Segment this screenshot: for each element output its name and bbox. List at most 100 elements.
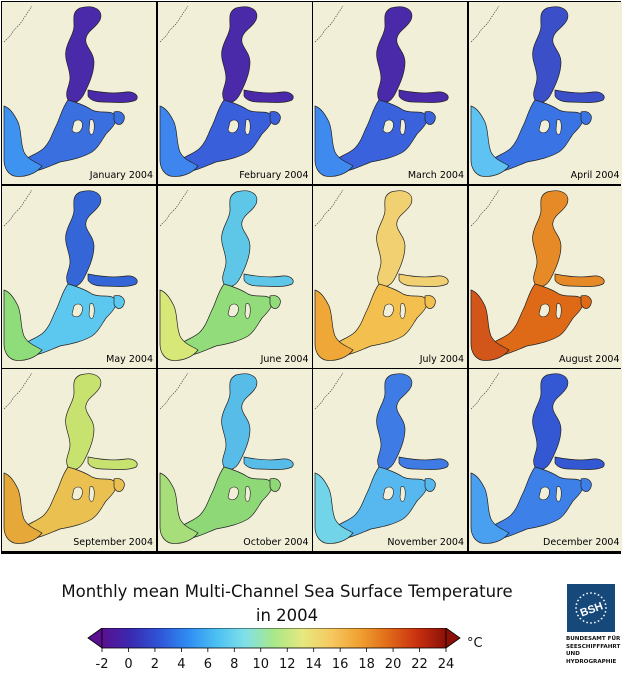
sea-temperature-map	[157, 2, 312, 184]
bsh-logo-mark: BSH	[579, 600, 605, 619]
figure-title: Monthly mean Multi-Channel Sea Surface T…	[0, 580, 574, 628]
colorbar-tick-label: 12	[279, 657, 296, 672]
gulf-of-finland	[87, 89, 138, 103]
logo-line-2: SEESCHIFFFAHRT	[566, 643, 621, 650]
coastline	[159, 372, 188, 410]
colorbar-tick-label: 6	[204, 657, 212, 672]
map-panel: April 2004	[468, 2, 622, 184]
island	[382, 303, 394, 317]
logo-line-3: UND	[566, 651, 580, 658]
colorbar-tick-label: 20	[385, 657, 402, 672]
colorbar-tick-label: 14	[305, 657, 322, 672]
kattegat-and-belts	[159, 289, 199, 361]
map-panel: November 2004	[313, 369, 467, 551]
island	[227, 119, 239, 134]
coastline	[314, 5, 344, 43]
colorbar-unit-label: °C	[467, 636, 483, 651]
baltic-proper	[20, 283, 117, 357]
island	[88, 119, 95, 135]
colorbar-tick-label: 22	[411, 657, 428, 672]
logo-line-4: HYDROGRAPHIE	[566, 658, 617, 665]
gulf-of-riga	[113, 478, 125, 492]
coastline	[3, 5, 33, 43]
kattegat-and-belts	[314, 472, 354, 544]
baltic-proper	[20, 466, 117, 540]
sea-temperature-map	[313, 185, 467, 368]
kattegat-and-belts	[470, 105, 510, 177]
bsh-logo: BSH	[567, 584, 615, 632]
colorbar-under-arrow	[87, 628, 103, 649]
colorbar-tick-label: 16	[332, 657, 349, 672]
gulf-of-riga	[580, 111, 592, 125]
kattegat-and-belts	[3, 105, 43, 177]
gulf-of-riga	[113, 294, 125, 309]
colorbar-over-arrow	[445, 628, 461, 649]
coastline	[470, 372, 499, 410]
panel-month-label: August 2004	[559, 353, 620, 365]
kattegat-and-belts	[159, 105, 199, 177]
sea-temperature-map	[468, 185, 622, 368]
gulf-of-finland	[554, 456, 605, 470]
sea-temperature-map	[2, 185, 156, 368]
title-line-1: Monthly mean Multi-Channel Sea Surface T…	[61, 582, 513, 601]
gulf-of-riga	[269, 294, 281, 309]
colorbar-gradient-bar	[101, 628, 447, 649]
map-panel: March 2004	[313, 2, 467, 184]
coastline	[159, 189, 188, 226]
gulf-of-finland	[87, 456, 138, 470]
gulf-of-riga	[580, 294, 592, 309]
colorbar-tick-label: 4	[177, 657, 185, 672]
colorbar-tick-label: 0	[124, 657, 132, 672]
sea-temperature-map	[468, 2, 622, 184]
coastline	[470, 5, 499, 43]
panel-month-label: December 2004	[543, 537, 620, 548]
kattegat-and-belts	[314, 289, 354, 361]
gulf-of-riga	[269, 478, 281, 492]
island	[382, 486, 394, 501]
gulf-of-finland	[398, 89, 449, 103]
sea-temperature-map	[313, 369, 467, 551]
island	[538, 119, 550, 134]
colorbar-tick-label: 8	[230, 657, 238, 672]
map-panel: October 2004	[157, 369, 312, 551]
panel-month-label: March 2004	[407, 170, 464, 181]
map-panel: August 2004	[468, 185, 622, 368]
island	[71, 303, 83, 317]
coastline	[314, 372, 344, 410]
map-panel: December 2004	[468, 369, 622, 551]
island	[71, 486, 83, 501]
baltic-proper	[486, 466, 583, 540]
panel-month-label: October 2004	[243, 537, 309, 548]
island	[71, 119, 83, 134]
panel-month-label: April 2004	[570, 170, 620, 181]
gulf-of-riga	[424, 478, 436, 492]
sea-temperature-map	[2, 2, 156, 184]
baltic-proper	[331, 466, 428, 540]
logo-line-1: BUNDESAMT FÜR	[566, 636, 621, 642]
map-panel-grid: January 2004 February 2004 March 2004 April…	[1, 1, 622, 554]
panel-month-label: July 2004	[419, 353, 464, 365]
gulf-of-riga	[424, 111, 436, 125]
island	[399, 486, 406, 502]
map-panel: May 2004	[2, 185, 156, 368]
gulf-of-finland	[398, 456, 449, 470]
baltic-proper	[175, 99, 272, 173]
title-line-2: in 2004	[255, 606, 319, 625]
sea-temperature-map	[468, 369, 622, 551]
kattegat-and-belts	[470, 472, 510, 544]
gulf-of-riga	[580, 478, 592, 492]
panel-month-label: January 2004	[89, 170, 153, 181]
sea-temperature-map	[313, 2, 467, 184]
gulf-of-riga	[424, 294, 436, 309]
map-panel: July 2004	[313, 185, 467, 368]
colorbar-tick-label: 2	[151, 657, 159, 672]
baltic-proper	[175, 283, 272, 357]
island	[399, 119, 406, 135]
island	[88, 302, 95, 319]
colorbar-tick-label: 10	[252, 657, 269, 672]
coastline	[3, 189, 33, 226]
gulf-of-finland	[87, 273, 138, 287]
island	[538, 486, 550, 501]
island	[88, 486, 95, 502]
island	[555, 486, 562, 502]
